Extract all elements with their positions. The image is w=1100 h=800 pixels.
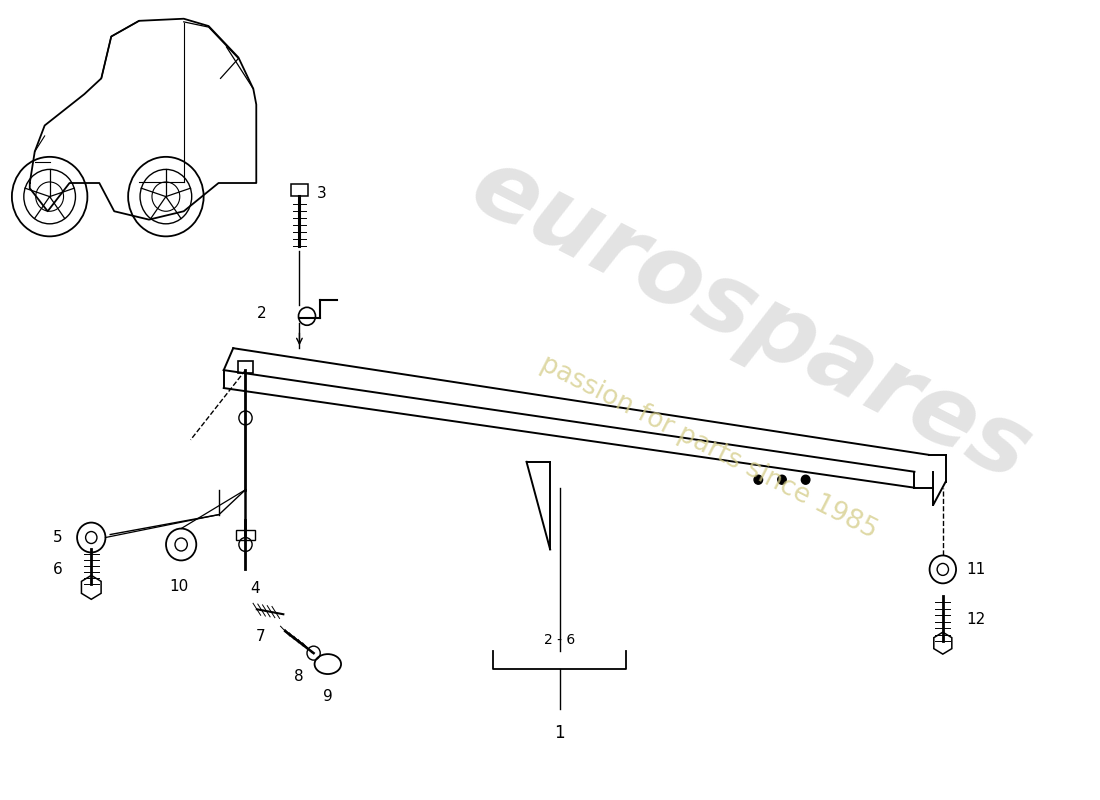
Text: 11: 11 [967, 562, 986, 577]
Text: 6: 6 [53, 562, 63, 577]
Text: 12: 12 [967, 612, 986, 626]
Text: 2 - 6: 2 - 6 [544, 633, 575, 647]
Text: 4: 4 [250, 582, 260, 596]
Bar [290, 184, 308, 196]
Text: 9: 9 [323, 689, 332, 704]
Circle shape [802, 475, 810, 484]
Text: 8: 8 [294, 669, 304, 684]
Text: eurospares: eurospares [455, 139, 1046, 502]
Text: 10: 10 [169, 579, 189, 594]
Text: passion for parts since 1985: passion for parts since 1985 [537, 351, 882, 544]
Circle shape [755, 475, 762, 484]
Text: 2: 2 [256, 306, 266, 321]
Text: 5: 5 [53, 530, 63, 545]
Text: 7: 7 [256, 630, 265, 644]
Text: 3: 3 [317, 186, 327, 202]
Text: 1: 1 [554, 724, 565, 742]
Circle shape [778, 475, 786, 484]
